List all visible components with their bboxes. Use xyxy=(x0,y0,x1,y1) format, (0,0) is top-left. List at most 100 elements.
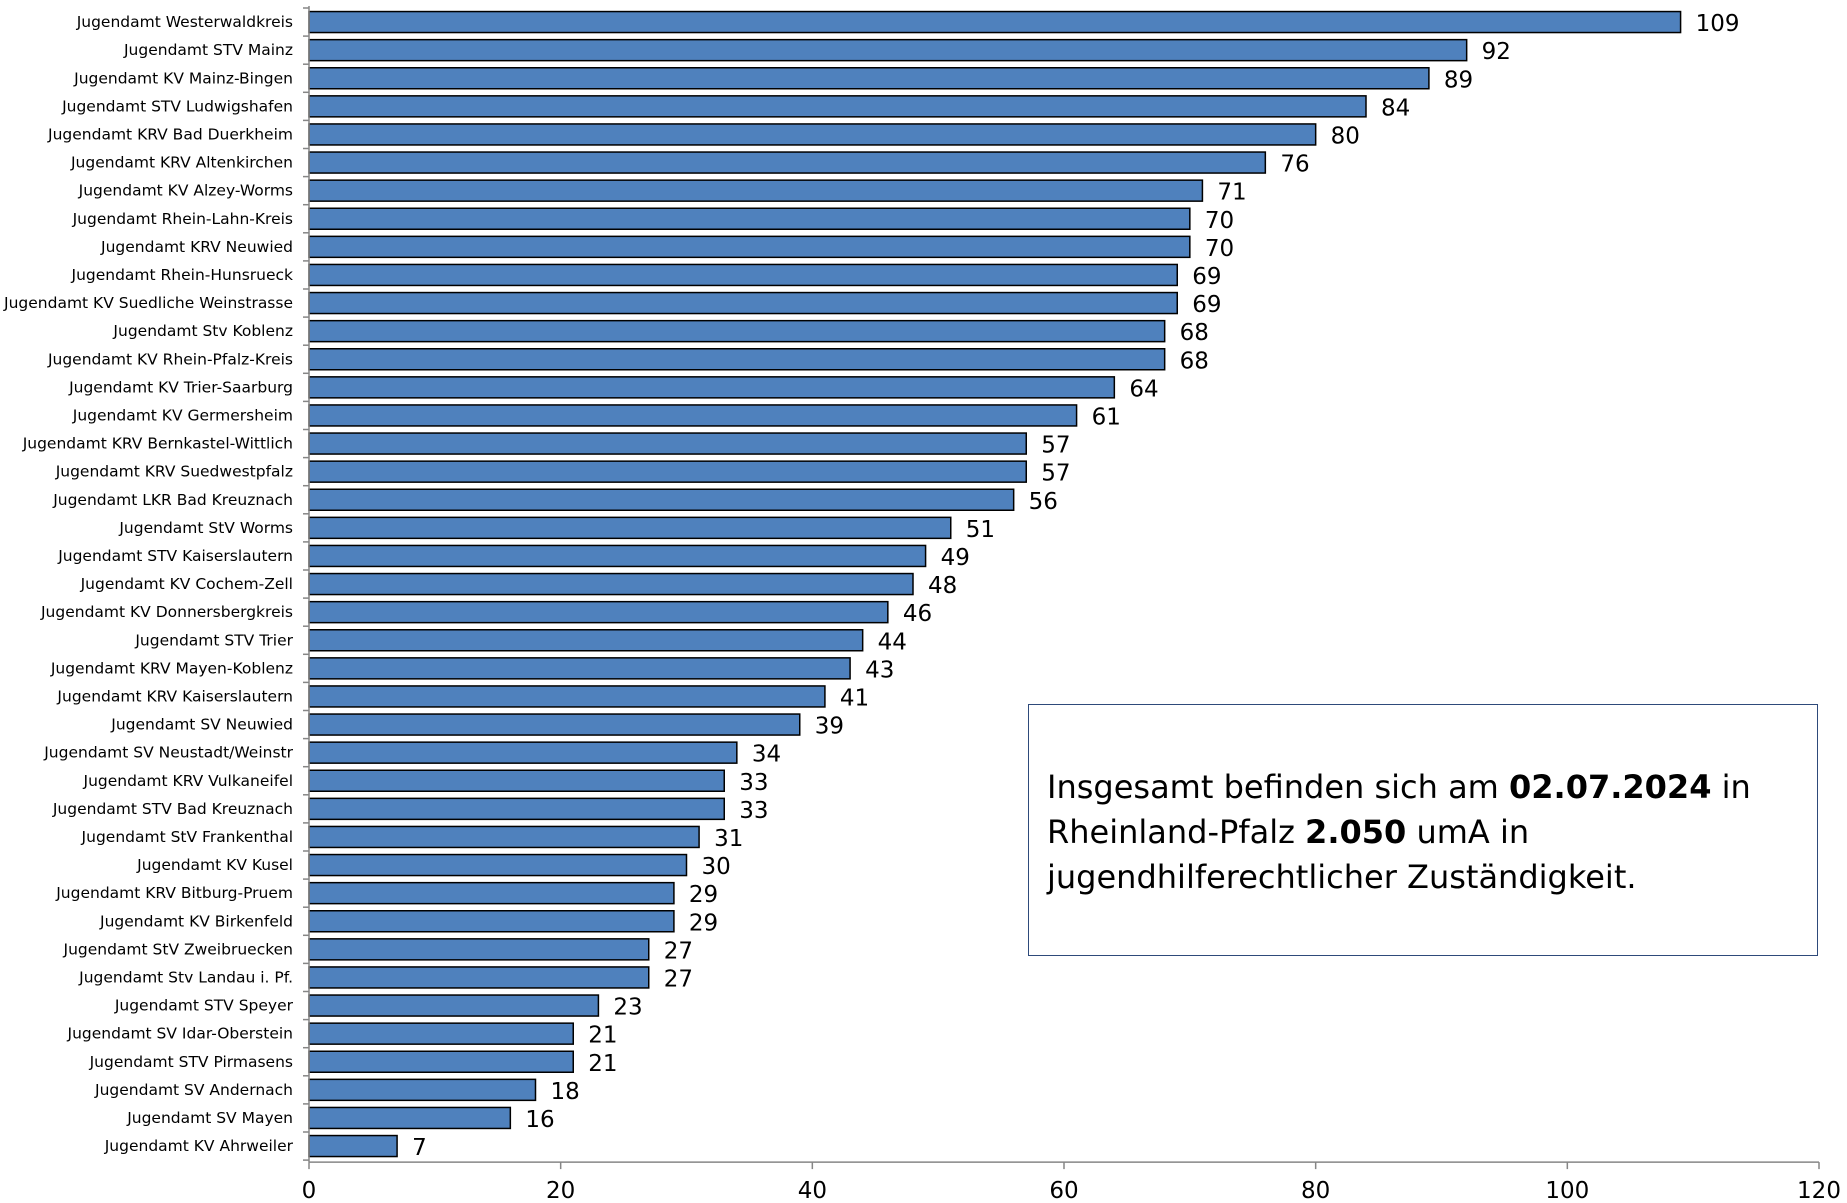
category-label: Jugendamt KV Trier-Saarburg xyxy=(68,378,293,396)
bar xyxy=(308,488,1015,511)
category-label: Jugendamt Rhein-Lahn-Kreis xyxy=(72,210,293,228)
category-label: Jugendamt STV Mainz xyxy=(123,41,293,59)
bar xyxy=(308,853,688,877)
value-label: 31 xyxy=(714,826,743,852)
bar xyxy=(308,629,864,652)
value-label: 33 xyxy=(739,798,768,824)
value-label: 27 xyxy=(664,966,693,992)
bar xyxy=(308,657,851,680)
value-label: 64 xyxy=(1129,376,1158,402)
bar xyxy=(308,404,1078,427)
x-tick-label: 40 xyxy=(798,1178,827,1203)
bar xyxy=(308,235,1191,259)
bar xyxy=(308,207,1191,230)
note-text-4: umA in xyxy=(1406,813,1530,851)
category-label: Jugendamt STV Pirmasens xyxy=(89,1053,293,1071)
note-date: 02.07.2024 xyxy=(1509,768,1712,806)
bar xyxy=(308,881,675,905)
x-tick-label: 60 xyxy=(1049,1178,1078,1203)
category-label: Jugendamt KRV Kaiserslautern xyxy=(56,687,293,705)
note-text-2: in xyxy=(1711,768,1751,806)
value-label: 43 xyxy=(865,657,894,683)
bar xyxy=(308,825,700,849)
value-label: 56 xyxy=(1029,489,1058,515)
bar xyxy=(308,432,1027,455)
summary-note-box: Insgesamt befinden sich am 02.07.2024 in… xyxy=(1028,704,1818,956)
x-tick-label: 0 xyxy=(302,1178,317,1203)
value-label: 16 xyxy=(525,1107,554,1133)
category-label: Jugendamt StV Worms xyxy=(118,519,293,537)
value-label: 46 xyxy=(903,601,932,627)
value-label: 21 xyxy=(588,1051,617,1077)
value-label: 48 xyxy=(928,573,957,599)
bar xyxy=(308,179,1204,202)
value-label: 69 xyxy=(1192,264,1221,290)
value-label: 68 xyxy=(1180,348,1209,374)
value-label: 70 xyxy=(1205,208,1234,234)
category-label: Jugendamt KV Mainz-Bingen xyxy=(73,69,293,87)
value-label: 89 xyxy=(1444,67,1473,93)
value-label: 34 xyxy=(752,742,781,768)
value-label: 109 xyxy=(1696,11,1740,37)
x-axis-ticks: 0 20 40 60 80 100 120 xyxy=(302,7,1841,1203)
value-label: 21 xyxy=(588,1023,617,1049)
note-total: 2.050 xyxy=(1305,813,1407,851)
value-label: 76 xyxy=(1280,152,1309,178)
category-label: Jugendamt SV Neuwied xyxy=(110,716,293,734)
category-label: Jugendamt KRV Suedwestpfalz xyxy=(55,463,293,481)
category-label: Jugendamt KRV Mayen-Koblenz xyxy=(50,659,293,677)
bar xyxy=(308,600,889,624)
value-label: 70 xyxy=(1205,236,1234,262)
bar xyxy=(308,1022,574,1045)
value-label: 71 xyxy=(1217,180,1246,206)
value-label: 30 xyxy=(702,854,731,880)
category-label: Jugendamt KV Suedliche Weinstrasse xyxy=(3,294,293,312)
value-label: 49 xyxy=(941,545,970,571)
bar xyxy=(308,376,1116,399)
value-label: 57 xyxy=(1041,461,1070,487)
x-tick-label: 80 xyxy=(1301,1178,1330,1203)
value-label: 51 xyxy=(966,517,995,543)
bar xyxy=(308,516,952,540)
category-label: Jugendamt KRV Bernkastel-Wittlich xyxy=(22,435,293,453)
bar xyxy=(308,685,826,708)
bar xyxy=(308,544,927,568)
bar xyxy=(308,713,801,736)
value-label: 27 xyxy=(664,938,693,964)
category-label: Jugendamt KV Birkenfeld xyxy=(99,912,293,930)
value-label: 80 xyxy=(1331,123,1360,149)
category-label: Jugendamt KRV Altenkirchen xyxy=(70,154,293,172)
category-label: Jugendamt SV Idar-Oberstein xyxy=(67,1025,293,1043)
bars-group xyxy=(308,10,1682,1158)
category-label: Jugendamt LKR Bad Kreuznach xyxy=(52,491,293,509)
category-label: Jugendamt KV Rhein-Pfalz-Kreis xyxy=(47,350,293,368)
value-label: 18 xyxy=(551,1079,580,1105)
value-label: 92 xyxy=(1482,39,1511,65)
category-label: Jugendamt KV Cochem-Zell xyxy=(80,575,293,593)
category-label: Jugendamt KV Germersheim xyxy=(72,406,293,424)
bar xyxy=(308,1078,537,1102)
category-label: Jugendamt Westerwaldkreis xyxy=(76,13,293,31)
bar xyxy=(308,263,1178,287)
note-text-3: Rheinland-Pfalz xyxy=(1047,813,1306,851)
category-label: Jugendamt KRV Bad Duerkheim xyxy=(47,125,293,143)
value-label: 29 xyxy=(689,882,718,908)
bar xyxy=(308,348,1166,371)
value-labels: 1099289848076717070696968686461575756514… xyxy=(412,11,1739,1161)
bar xyxy=(308,151,1267,174)
category-label: Jugendamt Rhein-Hunsrueck xyxy=(71,266,294,284)
bar xyxy=(308,123,1317,146)
category-label: Jugendamt KV Alzey-Worms xyxy=(78,182,293,200)
value-label: 23 xyxy=(613,995,642,1021)
bar xyxy=(308,319,1166,343)
category-label: Jugendamt KV Ahrweiler xyxy=(104,1137,294,1155)
value-label: 44 xyxy=(878,629,907,655)
category-label: Jugendamt StV Zweibruecken xyxy=(63,940,294,958)
value-label: 84 xyxy=(1381,95,1410,121)
x-tick-label: 20 xyxy=(546,1178,575,1203)
category-label: Jugendamt SV Mayen xyxy=(126,1109,293,1127)
category-label: Jugendamt KRV Neuwied xyxy=(100,238,293,256)
category-label: Jugendamt STV Bad Kreuznach xyxy=(52,800,293,818)
note-text-1: Insgesamt befinden sich am xyxy=(1047,768,1510,806)
